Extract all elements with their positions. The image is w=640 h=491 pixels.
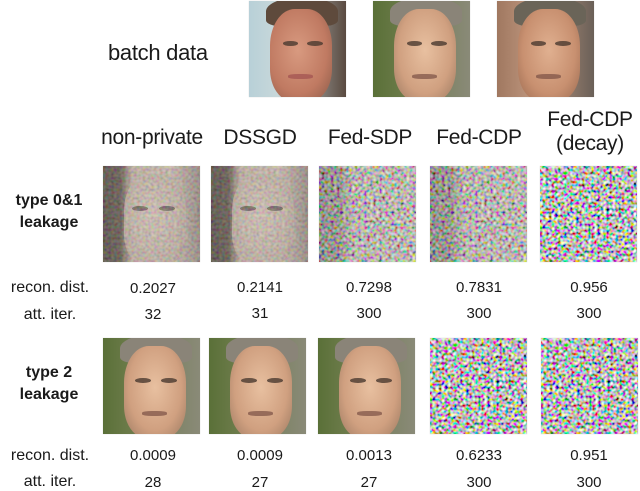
recon-dist-r2-c3: 0.0013 bbox=[346, 447, 392, 464]
recon-dist-r1-c4: 0.7831 bbox=[456, 279, 502, 296]
row-label-line2: leakage bbox=[19, 386, 79, 403]
column-header-fed-cdp: Fed-CDP bbox=[436, 126, 522, 149]
recon-image-r1-fed-sdp bbox=[319, 166, 416, 262]
recon-image-r1-dssgd bbox=[211, 166, 308, 262]
att-iter-r1-c4: 300 bbox=[466, 305, 492, 322]
recon-image-r2-fed-sdp bbox=[318, 338, 415, 434]
att-iter-label-r1: att. iter. bbox=[23, 306, 77, 323]
recon-image-r2-fed-cdp bbox=[430, 338, 527, 434]
att-iter-label-r2: att. iter. bbox=[23, 473, 77, 490]
recon-image-r2-fed-cdp-decay bbox=[541, 338, 638, 434]
recon-dist-r1-c2: 0.2141 bbox=[237, 279, 283, 296]
recon-image-r2-non-private bbox=[103, 338, 200, 434]
att-iter-r1-c3: 300 bbox=[356, 305, 382, 322]
batch-image-1 bbox=[249, 1, 346, 97]
recon-dist-label-r2: recon. dist. bbox=[10, 447, 90, 464]
recon-dist-r2-c4: 0.6233 bbox=[456, 447, 502, 464]
att-iter-r1-c5: 300 bbox=[576, 305, 602, 322]
batch-image-2 bbox=[373, 1, 470, 97]
recon-image-r1-fed-cdp-decay bbox=[540, 166, 637, 262]
recon-dist-r1-c5: 0.956 bbox=[570, 279, 608, 296]
row-label-line1: type 2 bbox=[25, 364, 73, 381]
recon-dist-r1-c1: 0.2027 bbox=[130, 280, 176, 297]
batch-data-label: batch data bbox=[108, 40, 208, 65]
recon-dist-r1-c3: 0.7298 bbox=[346, 279, 392, 296]
recon-image-r1-non-private bbox=[103, 166, 200, 262]
column-header-fed-cdp-decay-line1: Fed-CDP bbox=[547, 108, 633, 131]
row-label-line1: type 0&1 bbox=[15, 192, 83, 209]
row-label-type-0-1: type 0&1 leakage bbox=[4, 190, 94, 234]
batch-image-3 bbox=[497, 1, 594, 97]
column-header-fed-cdp-decay: Fed-CDP (decay) bbox=[540, 108, 640, 156]
att-iter-r2-c1: 28 bbox=[144, 474, 162, 491]
column-header-dssgd: DSSGD bbox=[223, 126, 297, 149]
column-header-fed-cdp-decay-line2: (decay) bbox=[556, 132, 624, 155]
recon-dist-r2-c2: 0.0009 bbox=[237, 447, 283, 464]
row-label-type-2: type 2 leakage bbox=[4, 362, 94, 406]
column-header-fed-sdp: Fed-SDP bbox=[327, 126, 413, 149]
recon-image-r1-fed-cdp bbox=[430, 166, 527, 262]
att-iter-r1-c2: 31 bbox=[251, 305, 269, 322]
recon-dist-label-r1: recon. dist. bbox=[10, 279, 90, 296]
column-header-non-private: non-private bbox=[101, 126, 203, 149]
att-iter-r2-c5: 300 bbox=[576, 474, 602, 491]
recon-dist-r2-c5: 0.951 bbox=[570, 447, 608, 464]
row-label-line2: leakage bbox=[19, 214, 79, 231]
att-iter-r2-c4: 300 bbox=[466, 474, 492, 491]
att-iter-r2-c2: 27 bbox=[251, 474, 269, 491]
recon-dist-r2-c1: 0.0009 bbox=[130, 447, 176, 464]
att-iter-r1-c1: 32 bbox=[144, 306, 162, 323]
recon-image-r2-dssgd bbox=[209, 338, 306, 434]
att-iter-r2-c3: 27 bbox=[360, 474, 378, 491]
